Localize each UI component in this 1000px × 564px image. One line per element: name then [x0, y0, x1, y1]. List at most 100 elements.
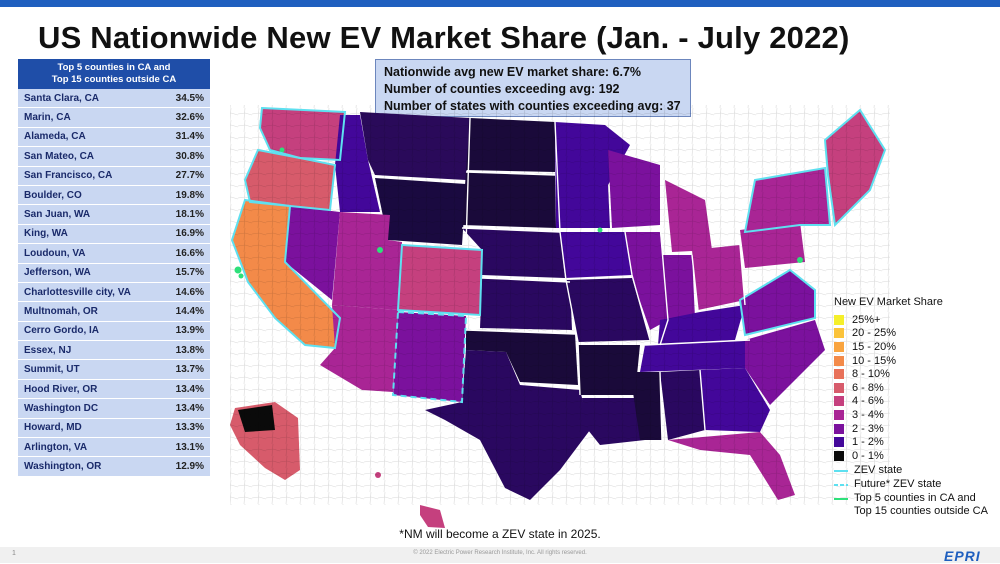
table-row: Summit, UT 13.7%	[18, 360, 210, 380]
table-row: Loudoun, VA 16.6%	[18, 244, 210, 264]
legend-future-zev-line	[834, 483, 848, 486]
county-name: Arlington, VA	[24, 441, 88, 453]
legend-swatch	[834, 450, 844, 461]
county-name: King, WA	[24, 228, 68, 240]
legend-future-zev-label: Future* ZEV state	[854, 477, 942, 490]
county-name: Boulder, CO	[24, 189, 82, 201]
legend-label: 8 - 10%	[852, 368, 890, 381]
legend-item: 25%+	[834, 313, 1000, 327]
table-row: Marin, CA 32.6%	[18, 108, 210, 128]
table-row: Howard, MD 13.3%	[18, 418, 210, 439]
legend-zev-line	[834, 469, 848, 472]
legend-item: 20 - 25%	[834, 327, 1000, 341]
future-zev-border	[391, 310, 468, 404]
legend-items: 25%+ 20 - 25% 15 - 20% 10 - 15% 8 - 10% 6 - 8…	[834, 313, 1000, 463]
table-row: Hood River, OR 13.4%	[18, 379, 210, 400]
summary-avg-share: Nationwide avg new EV market share: 6.7%	[384, 65, 642, 79]
legend-zev: ZEV state	[834, 464, 1000, 477]
table-row: Santa Clara, CA 34.5%	[18, 89, 210, 109]
table-header-line2: Top 15 counties outside CA	[51, 74, 177, 85]
county-name: Howard, MD	[24, 422, 82, 434]
county-share: 16.6%	[175, 247, 204, 259]
county-name: Loudoun, VA	[24, 247, 86, 259]
legend-swatch	[834, 382, 844, 393]
county-share: 32.6%	[175, 112, 204, 124]
county-name: San Francisco, CA	[24, 170, 113, 182]
legend-swatch	[834, 396, 844, 407]
region-hawaii	[420, 505, 445, 528]
county-share: 27.7%	[175, 170, 204, 182]
legend-zev-label: ZEV state	[854, 463, 903, 476]
county-share: 13.3%	[175, 422, 204, 434]
county-name: Washington DC	[24, 402, 99, 414]
legend-swatch	[834, 355, 844, 366]
zev-state-borders	[230, 106, 887, 350]
table-row: Multnomah, OR 14.4%	[18, 302, 210, 322]
table-row: San Juan, WA 18.1%	[18, 205, 210, 225]
county-name: Jefferson, WA	[24, 267, 91, 279]
legend-title: New EV Market Share	[834, 296, 943, 308]
table-row: Jefferson, WA 15.7%	[18, 263, 210, 283]
legend-swatch	[834, 437, 844, 448]
legend-item: 2 - 3%	[834, 422, 1000, 436]
legend-label: 25%+	[852, 313, 881, 326]
map-legend: New EV Market Share 25%+ 20 - 25% 15 - 20%…	[834, 296, 1000, 518]
top-county-marker	[377, 247, 383, 253]
county-name: Multnomah, OR	[24, 305, 98, 317]
county-share: 14.4%	[175, 305, 204, 317]
county-name: Summit, UT	[24, 364, 80, 376]
legend-label: 2 - 3%	[852, 422, 884, 435]
county-name: Hood River, OR	[24, 383, 98, 395]
table-row: Essex, NJ 13.8%	[18, 341, 210, 361]
table-row: Washington, OR 12.9%	[18, 457, 210, 477]
county-share: 31.4%	[175, 131, 204, 143]
county-share: 13.9%	[175, 325, 204, 337]
county-share: 13.4%	[175, 402, 204, 414]
legend-top-counties: Top 5 counties in CA and Top 15 counties…	[834, 492, 1000, 518]
legend-item: 6 - 8%	[834, 381, 1000, 395]
legend-future-zev: Future* ZEV state	[834, 478, 1000, 491]
county-name: Washington, OR	[24, 461, 102, 473]
table-row: Alameda, CA 31.4%	[18, 127, 210, 148]
county-share: 30.8%	[175, 150, 204, 162]
county-share: 15.7%	[175, 267, 204, 279]
legend-label: 3 - 4%	[852, 408, 884, 421]
summary-counties-exceeding: Number of counties exceeding avg: 192	[384, 82, 620, 96]
top-county-marker	[279, 147, 285, 153]
page-title: US Nationwide New EV Market Share (Jan. …	[38, 20, 850, 55]
table-body: Santa Clara, CA 34.5% Marin, CA 32.6% Alamed…	[18, 89, 210, 477]
county-share: 13.1%	[175, 441, 204, 453]
county-name: Alameda, CA	[24, 131, 86, 143]
legend-label: 4 - 6%	[852, 395, 884, 408]
legend-label: 1 - 2%	[852, 436, 884, 449]
state-borders	[461, 117, 751, 441]
legend-top-label-line2: Top 15 counties outside CA	[854, 504, 988, 517]
county-share: 14.6%	[175, 286, 204, 298]
legend-label: 20 - 25%	[852, 327, 897, 340]
legend-item: 1 - 2%	[834, 435, 1000, 449]
table-header: Top 5 counties in CA and Top 15 counties…	[18, 59, 210, 89]
legend-swatch	[834, 369, 844, 380]
county-share: 16.9%	[175, 228, 204, 240]
table-header-line1: Top 5 counties in CA and	[57, 62, 171, 73]
county-share: 12.9%	[175, 461, 204, 473]
county-name: San Juan, WA	[24, 209, 91, 221]
copyright: © 2022 Electric Power Research Institute…	[413, 550, 587, 556]
legend-item: 3 - 4%	[834, 408, 1000, 422]
page-number: 1	[12, 550, 16, 557]
county-name: Charlottesville city, VA	[24, 286, 131, 298]
top-county-marker	[797, 257, 803, 263]
table-row: Charlottesville city, VA 14.6%	[18, 282, 210, 303]
table-row: San Francisco, CA 27.7%	[18, 166, 210, 186]
county-name: Cerro Gordo, IA	[24, 325, 100, 337]
table-row: King, WA 16.9%	[18, 224, 210, 245]
legend-item: 4 - 6%	[834, 395, 1000, 409]
county-share: 13.8%	[175, 344, 204, 356]
table-row: Arlington, VA 13.1%	[18, 438, 210, 458]
legend-swatch	[834, 328, 844, 339]
top-county-marker	[234, 266, 242, 274]
county-name: Marin, CA	[24, 112, 71, 124]
legend-item: 10 - 15%	[834, 354, 1000, 368]
county-share: 19.8%	[175, 189, 204, 201]
